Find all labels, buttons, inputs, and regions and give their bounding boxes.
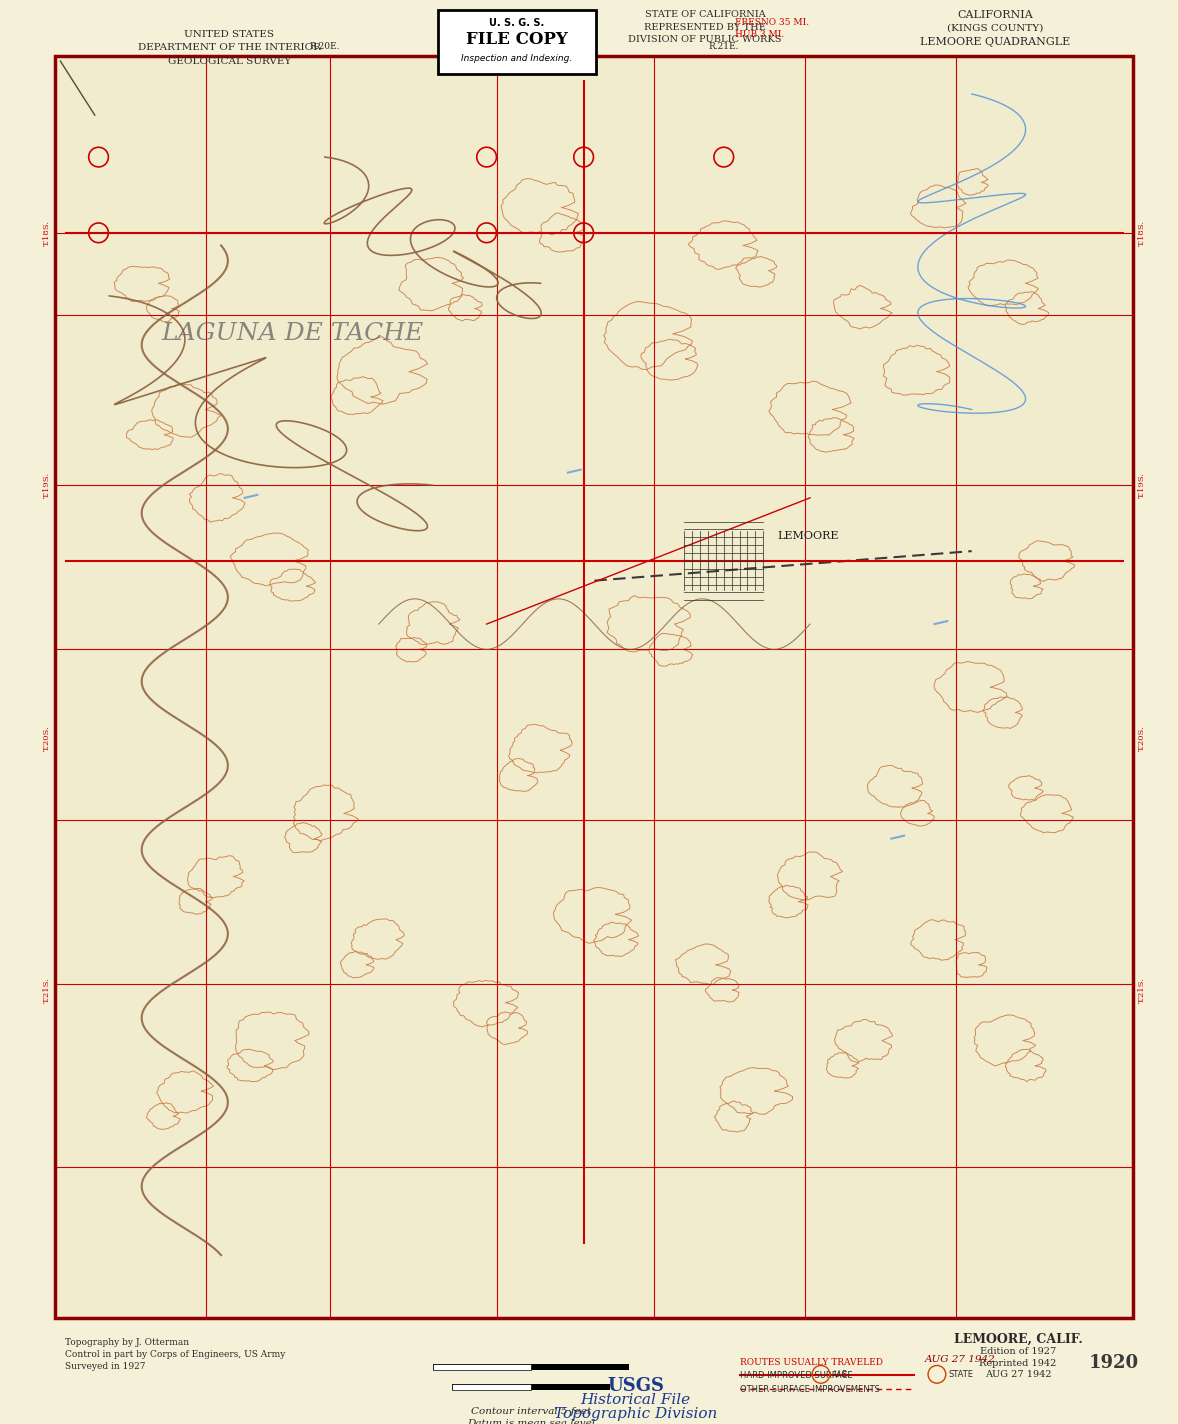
Text: AUG 27 1942: AUG 27 1942 [985, 1370, 1052, 1380]
Text: ROUTES USUALLY TRAVELED: ROUTES USUALLY TRAVELED [740, 1357, 882, 1367]
Bar [432, 1364, 629, 1370]
Text: T.18S.: T.18S. [42, 219, 51, 246]
Text: U.S.: U.S. [833, 1370, 849, 1378]
Text: Surveyed in 1927: Surveyed in 1927 [65, 1361, 146, 1370]
Text: Inspection and Indexing.: Inspection and Indexing. [462, 54, 573, 63]
Text: (KINGS COUNTY): (KINGS COUNTY) [947, 24, 1043, 33]
Text: STATE OF CALIFORNIA: STATE OF CALIFORNIA [644, 10, 766, 19]
Text: T.19S.: T.19S. [1138, 473, 1146, 498]
Text: T.21S.: T.21S. [42, 977, 51, 1002]
Bar [432, 1364, 531, 1370]
Text: HARD IMPROVED SURFACE: HARD IMPROVED SURFACE [740, 1371, 853, 1380]
Text: STATE: STATE [948, 1370, 974, 1378]
Text: T.20S.: T.20S. [42, 725, 51, 750]
Text: 1920: 1920 [1090, 1354, 1139, 1373]
Text: T.21S.: T.21S. [1138, 977, 1146, 1002]
Text: U. S. G. S.: U. S. G. S. [489, 17, 544, 27]
Text: T.19S.: T.19S. [42, 473, 51, 498]
Text: R.20E.: R.20E. [310, 43, 340, 51]
Bar [438, 10, 596, 74]
Text: OTHER SURFACE IMPROVEMENTS: OTHER SURFACE IMPROVEMENTS [740, 1386, 880, 1394]
Text: DIVISION OF PUBLIC WORKS: DIVISION OF PUBLIC WORKS [628, 36, 782, 44]
Text: Topography by J. Otterman: Topography by J. Otterman [65, 1339, 190, 1347]
Text: Control in part by Corps of Engineers, US Army: Control in part by Corps of Engineers, U… [65, 1350, 285, 1358]
Text: DEPARTMENT OF THE INTERIOR: DEPARTMENT OF THE INTERIOR [138, 43, 320, 53]
Text: LAGUNA DE TACHE: LAGUNA DE TACHE [161, 322, 424, 345]
Text: USGS: USGS [607, 1377, 664, 1396]
Text: T.20S.: T.20S. [1138, 725, 1146, 750]
Text: Historical File: Historical File [581, 1393, 690, 1407]
Bar [452, 1384, 610, 1390]
Text: CALIFORNIA: CALIFORNIA [957, 10, 1033, 20]
Text: R.21E.: R.21E. [708, 43, 739, 51]
Text: AUG 27 1942: AUG 27 1942 [925, 1356, 995, 1364]
Text: Edition of 1927: Edition of 1927 [980, 1347, 1057, 1356]
Text: FILE COPY: FILE COPY [466, 31, 568, 48]
Text: HUB 3 MI.: HUB 3 MI. [735, 30, 783, 38]
Text: Reprinted 1942: Reprinted 1942 [979, 1358, 1057, 1367]
Text: Contour interval 5 feet: Contour interval 5 feet [471, 1407, 591, 1415]
Bar [452, 1384, 531, 1390]
Text: GEOLOGICAL SURVEY: GEOLOGICAL SURVEY [167, 57, 291, 66]
Text: UNITED STATES: UNITED STATES [185, 30, 274, 38]
Text: LEMOORE: LEMOORE [777, 531, 839, 541]
Text: LEMOORE, CALIF.: LEMOORE, CALIF. [954, 1333, 1083, 1346]
Text: Datum is mean sea level: Datum is mean sea level [466, 1418, 595, 1424]
Text: REPRESENTED BY THE: REPRESENTED BY THE [644, 23, 766, 31]
Text: FRESNO 35 MI.: FRESNO 35 MI. [735, 17, 808, 27]
Text: LEMOORE QUADRANGLE: LEMOORE QUADRANGLE [920, 37, 1070, 47]
Text: T.18S.: T.18S. [1138, 219, 1146, 246]
Text: Topographic Division: Topographic Division [554, 1407, 717, 1421]
